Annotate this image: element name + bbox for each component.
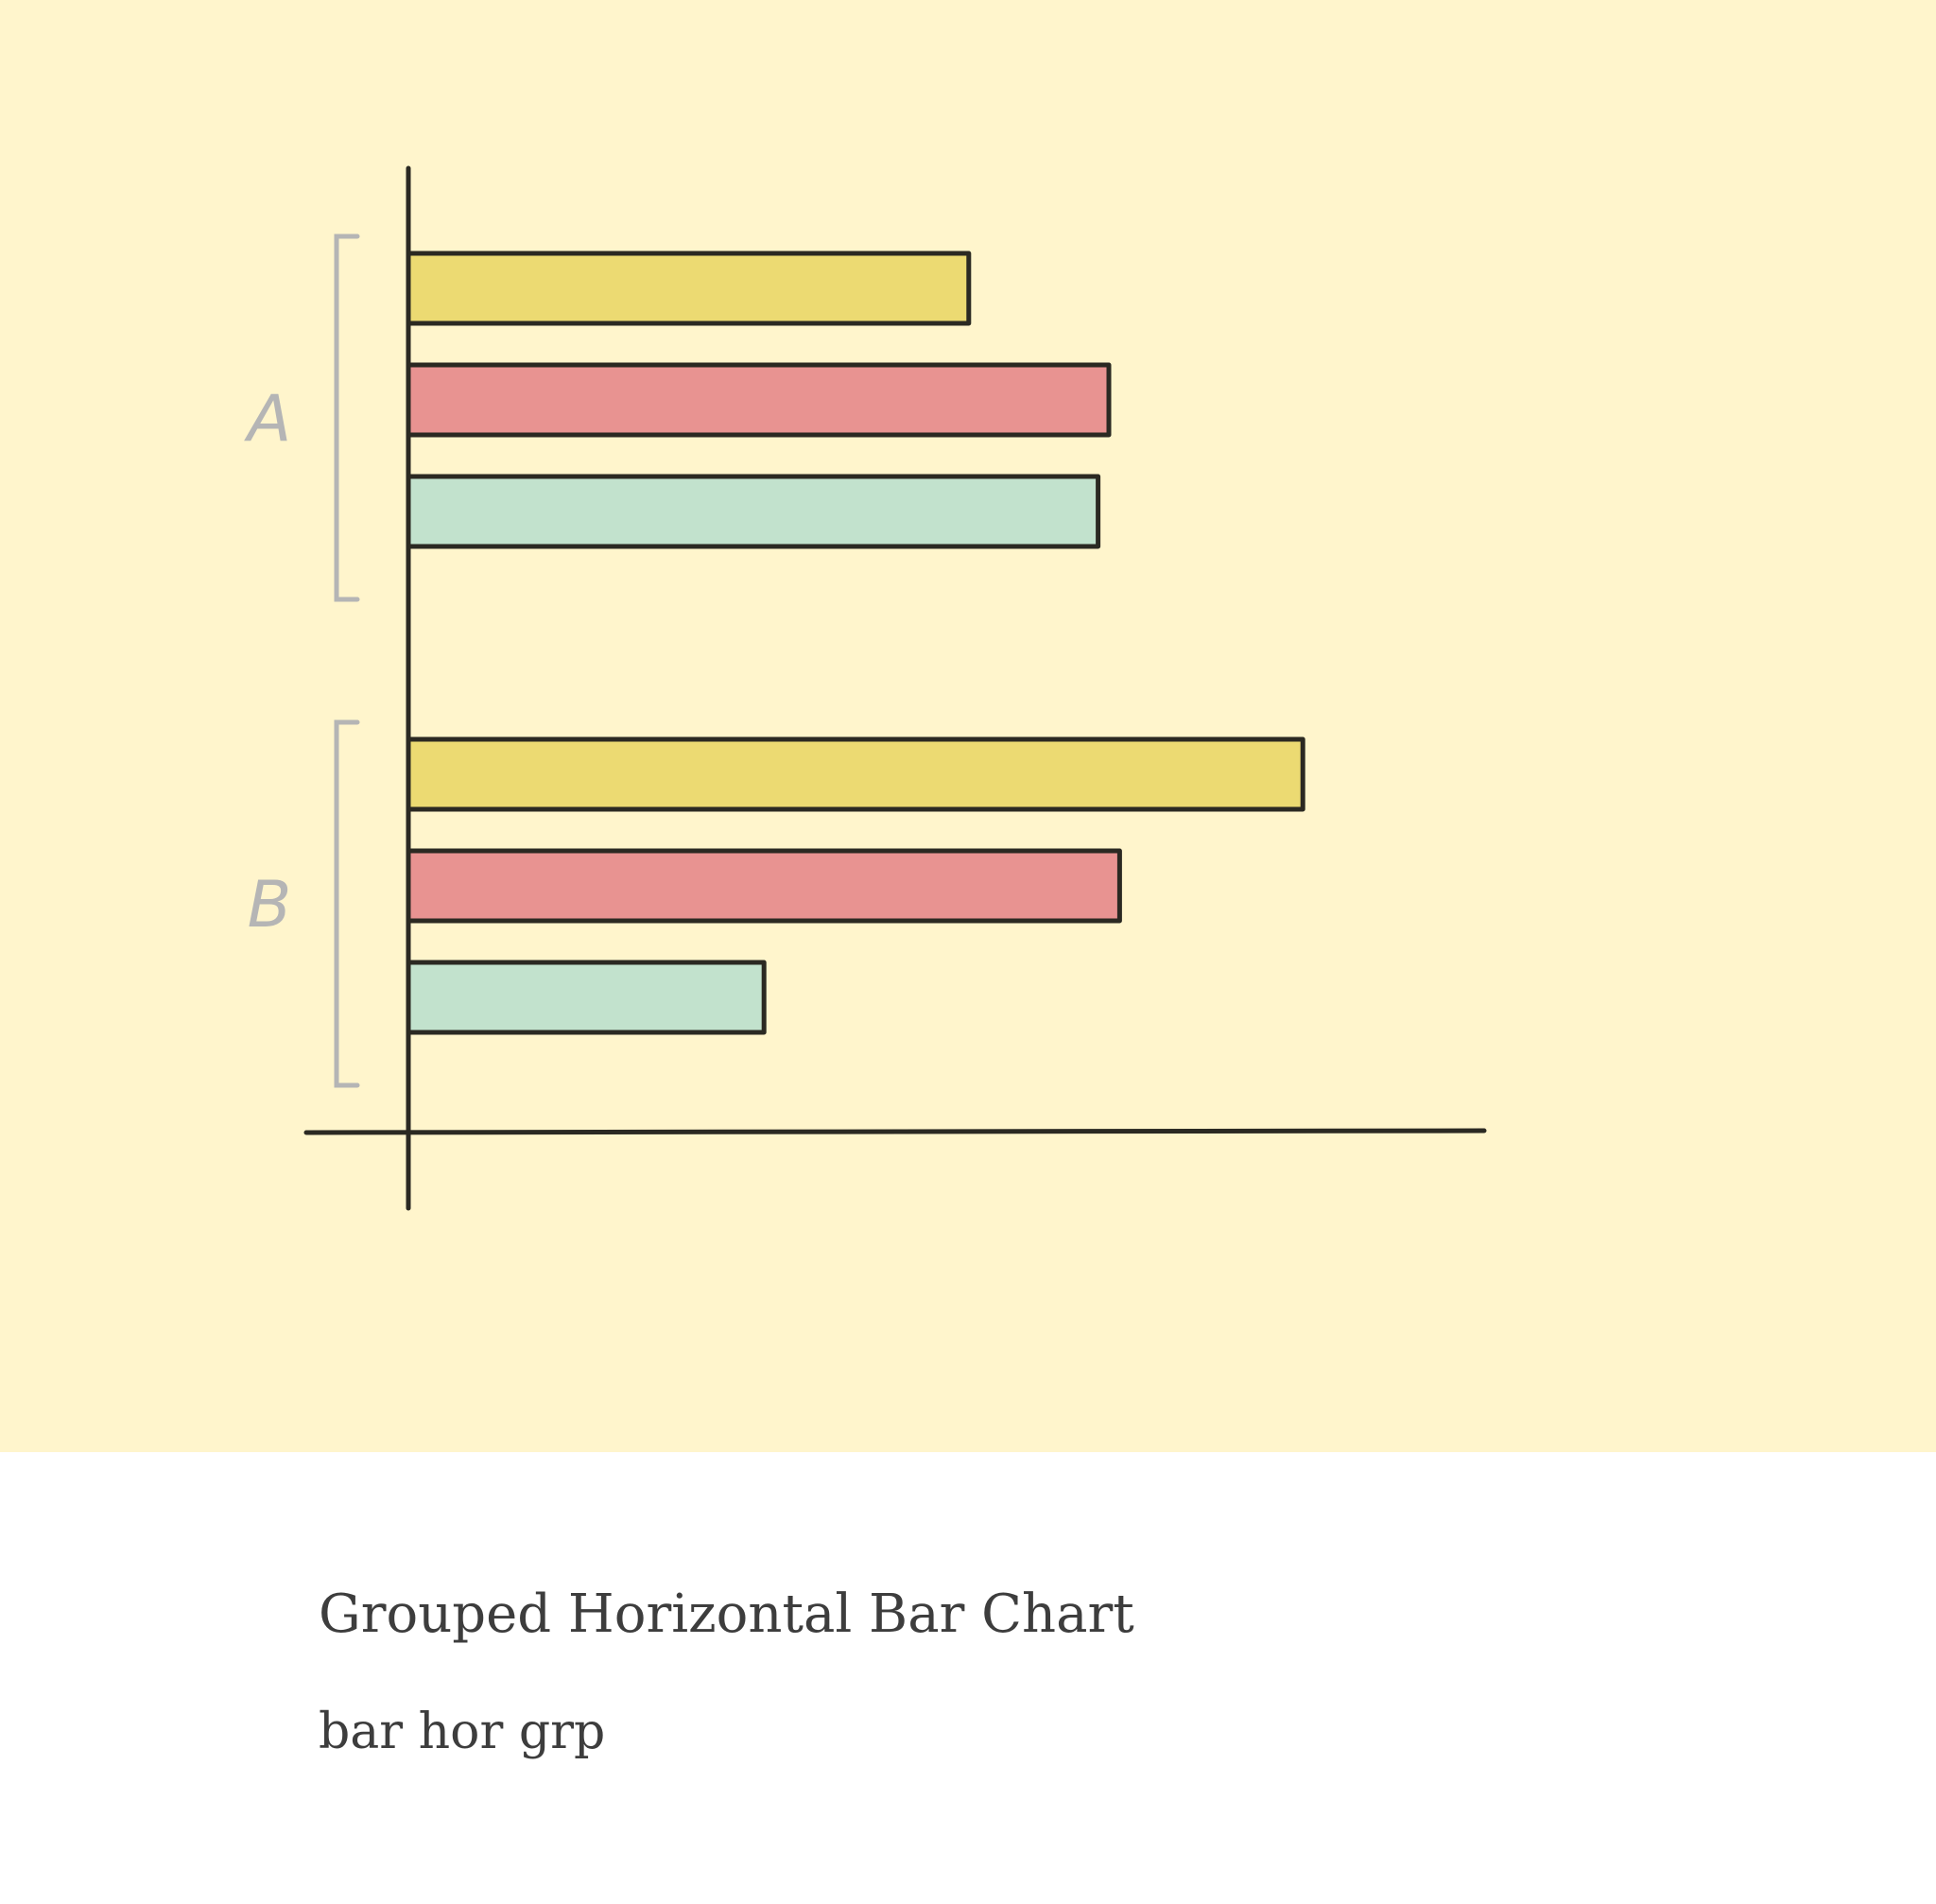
bar-b-1: [406, 736, 1305, 812]
bar-a-3: [406, 474, 1101, 549]
chart-title: Grouped Horizontal Bar Chart: [319, 1584, 1134, 1645]
category-label-b: B: [248, 868, 292, 943]
group-bracket-b: [334, 719, 360, 1088]
group-bracket-a: [334, 234, 360, 602]
bars: [406, 251, 1305, 1035]
category-label-a: A: [244, 382, 292, 457]
caption-area: [0, 1452, 1936, 1904]
group-labels: AB: [244, 382, 292, 943]
x-axis-line: [303, 1128, 1487, 1135]
chart-plot: AB: [244, 165, 1487, 1211]
bar-b-2: [406, 848, 1122, 924]
group-brackets: [334, 234, 360, 1088]
bar-a-2: [406, 362, 1112, 438]
bar-b-3: [406, 960, 767, 1035]
bar-a-1: [406, 251, 972, 326]
chart-subtitle: bar hor grp: [319, 1704, 606, 1760]
